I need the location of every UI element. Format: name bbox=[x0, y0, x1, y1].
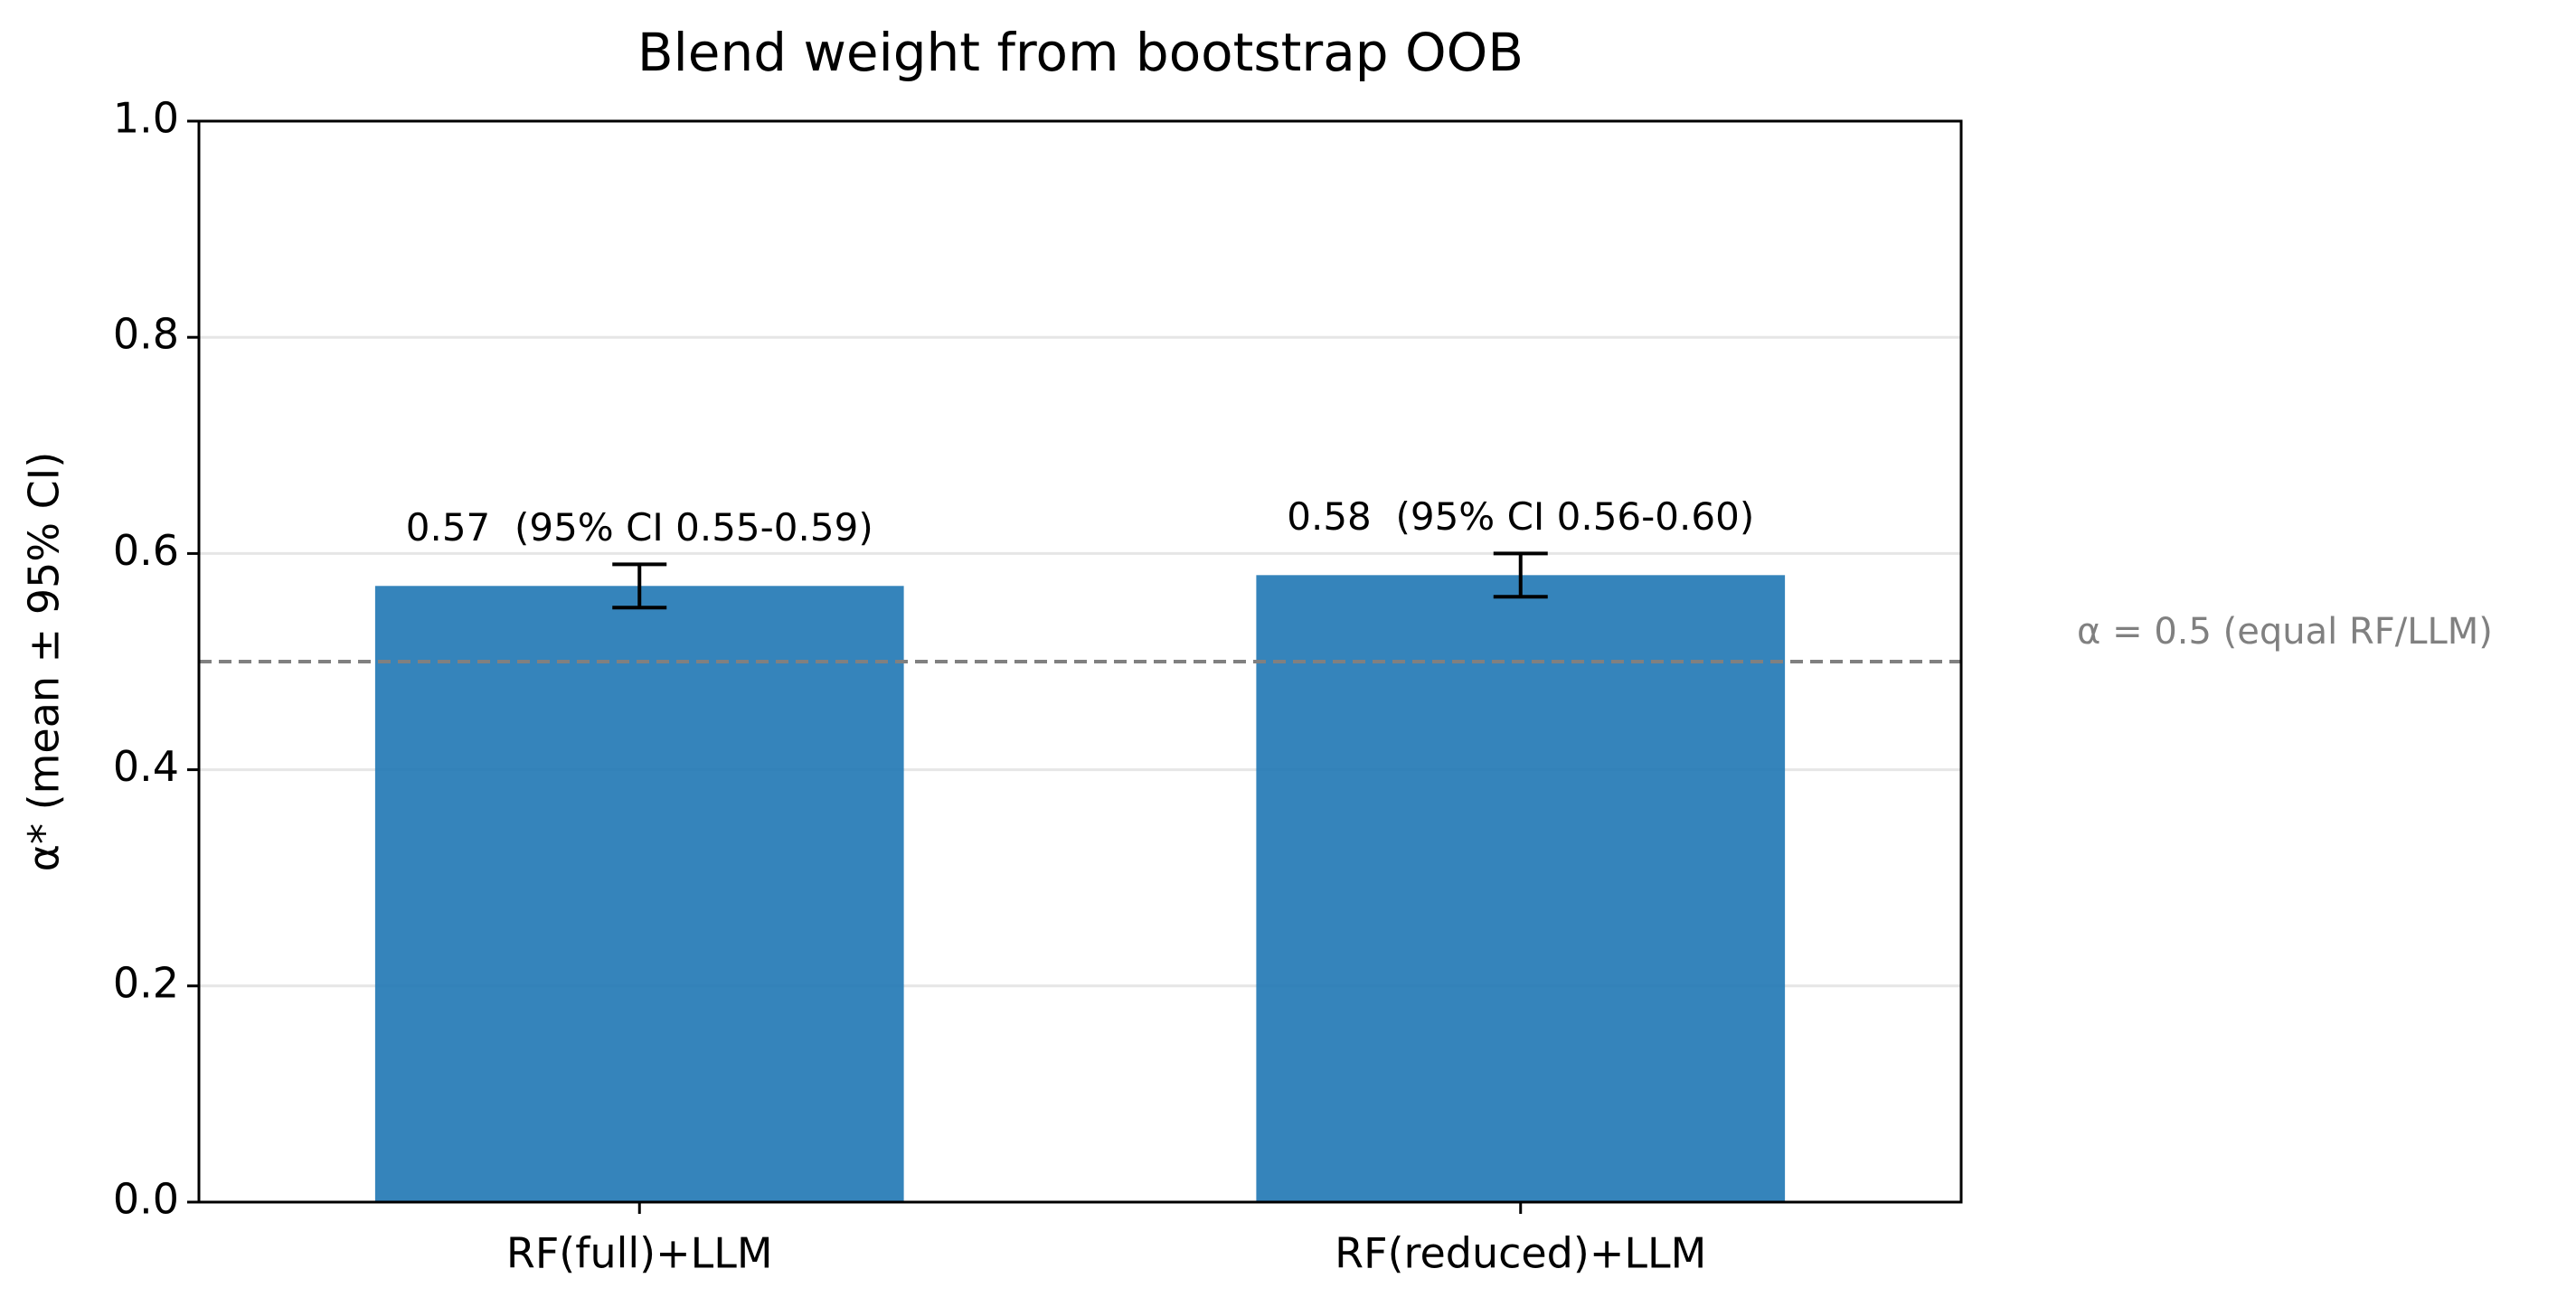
y-tick-label: 0.8 bbox=[113, 310, 179, 359]
y-tick-label: 0.2 bbox=[113, 958, 179, 1007]
y-tick-label: 0.0 bbox=[113, 1175, 179, 1224]
y-tick-label: 0.4 bbox=[113, 742, 179, 791]
value-label: 0.57 (95% CI 0.55-0.59) bbox=[406, 505, 873, 550]
chart-title: Blend weight from bootstrap OOB bbox=[637, 22, 1524, 83]
y-axis-label: α* (mean ± 95% CI) bbox=[20, 452, 69, 872]
bar bbox=[374, 586, 904, 1202]
y-tick-label: 1.0 bbox=[113, 94, 179, 143]
plot-frame bbox=[197, 119, 1963, 1204]
y-tick-label: 0.6 bbox=[113, 526, 179, 575]
x-tick-label: RF(reduced)+LLM bbox=[1335, 1229, 1706, 1278]
x-tick-label: RF(full)+LLM bbox=[506, 1229, 773, 1278]
reference-label: α = 0.5 (equal RF/LLM) bbox=[2077, 611, 2493, 653]
value-label: 0.58 (95% CI 0.56-0.60) bbox=[1287, 494, 1754, 539]
bar bbox=[1256, 575, 1786, 1202]
